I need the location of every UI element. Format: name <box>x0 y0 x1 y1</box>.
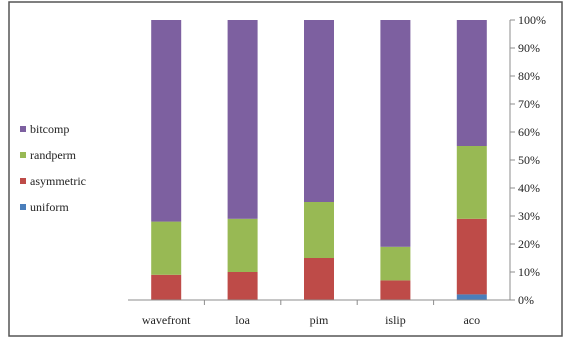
y-axis: 0% 10% 20% 30% 40% 50% 60% 70% 80% 90% 100% <box>509 13 546 307</box>
legend-label-uniform: uniform <box>30 200 69 214</box>
y-tick-label: 10% <box>518 265 540 279</box>
bar-segment-asymmetric <box>380 280 411 300</box>
y-tick-label: 30% <box>518 209 540 223</box>
bar-segment-randperm <box>304 202 334 258</box>
bar-segment-bitcomp <box>380 20 411 247</box>
x-tick-label: pim <box>310 313 329 327</box>
bar-segment-bitcomp <box>456 20 487 146</box>
bar-segment-randperm <box>151 221 182 275</box>
y-tick-label: 50% <box>518 153 540 167</box>
legend-swatch-bitcomp <box>20 126 26 132</box>
legend-label-randperm: randperm <box>30 148 77 162</box>
y-tick-label: 80% <box>518 69 540 83</box>
x-tick-label: loa <box>235 313 250 327</box>
x-axis: wavefront loa pim islip aco <box>128 299 510 327</box>
bar-segment-randperm <box>380 246 411 281</box>
legend-swatch-randperm <box>20 152 26 158</box>
x-tick-label: aco <box>463 313 480 327</box>
bar-segment-bitcomp <box>151 20 182 222</box>
y-tick-label: 60% <box>518 125 540 139</box>
bars <box>151 20 487 300</box>
bar-segment-bitcomp <box>304 20 334 202</box>
legend-label-bitcomp: bitcomp <box>30 122 69 136</box>
legend-swatch-asymmetric <box>20 178 26 184</box>
legend: bitcomp randperm asymmetric uniform <box>20 122 86 214</box>
y-tick-label: 100% <box>518 13 546 27</box>
bar-segment-uniform <box>456 294 487 300</box>
legend-label-asymmetric: asymmetric <box>30 174 86 188</box>
y-tick-label: 70% <box>518 97 540 111</box>
bar-segment-asymmetric <box>227 272 258 300</box>
legend-swatch-uniform <box>20 204 26 210</box>
bar-segment-asymmetric <box>304 258 334 300</box>
y-tick-label: 20% <box>518 237 540 251</box>
bar-segment-asymmetric <box>151 274 182 300</box>
bar-segment-randperm <box>227 218 258 272</box>
x-tick-label: wavefront <box>142 313 191 327</box>
bar-segment-randperm <box>456 146 487 219</box>
x-tick-label: islip <box>385 313 406 327</box>
y-tick-label: 90% <box>518 41 540 55</box>
bar-segment-asymmetric <box>456 218 487 295</box>
y-tick-label: 0% <box>518 293 534 307</box>
bar-segment-bitcomp <box>227 20 258 219</box>
y-tick-label: 40% <box>518 181 540 195</box>
